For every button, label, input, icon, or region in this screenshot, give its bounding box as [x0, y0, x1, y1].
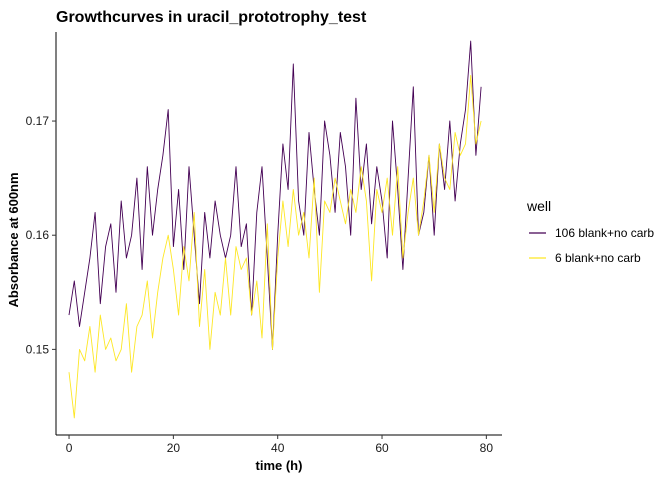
- legend-label-2: 6 blank+no carb: [555, 251, 641, 265]
- legend-items: 106 blank+no carb 6 blank+no carb: [529, 226, 654, 265]
- series-line-2: [68, 74, 482, 419]
- series-layer: [68, 40, 482, 419]
- y-axis-title: Absorbance at 600nm: [6, 172, 21, 307]
- x-tick-label: 20: [167, 441, 181, 455]
- x-tick-label: 40: [271, 441, 285, 455]
- y-tick-label: 0.15: [26, 342, 50, 356]
- legend: well 106 blank+no carb 6 blank+no carb: [526, 198, 654, 265]
- y-axis-ticks: 0.15 0.16 0.17: [26, 114, 56, 356]
- plot-area: 0.15 0.16 0.17 0 20 40 60 80: [26, 32, 502, 455]
- y-tick-label: 0.17: [26, 114, 50, 128]
- x-tick-label: 80: [480, 441, 494, 455]
- x-tick-label: 0: [66, 441, 73, 455]
- series-line-1: [68, 40, 482, 350]
- chart-title: Growthcurves in uracil_prototrophy_test: [56, 9, 367, 26]
- y-tick-label: 0.16: [26, 228, 50, 242]
- x-axis-title: time (h): [256, 458, 303, 473]
- x-axis-ticks: 0 20 40 60 80: [66, 435, 494, 455]
- legend-title: well: [526, 198, 551, 214]
- x-tick-label: 60: [375, 441, 389, 455]
- legend-label-1: 106 blank+no carb: [555, 226, 654, 240]
